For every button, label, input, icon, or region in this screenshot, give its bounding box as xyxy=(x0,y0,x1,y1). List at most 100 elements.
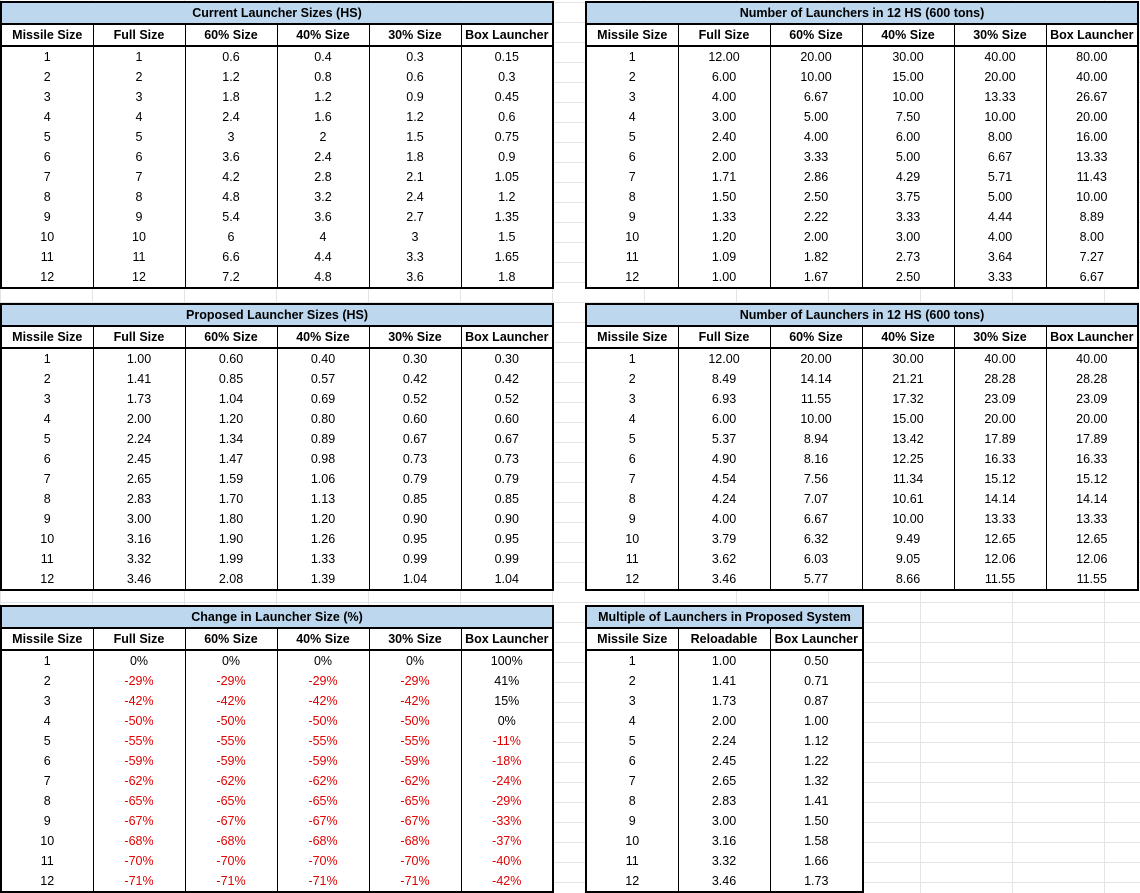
table-cell: 3 xyxy=(1,691,94,711)
table-cell: 4.00 xyxy=(954,227,1047,247)
table-cell: 6.93 xyxy=(678,389,771,409)
column-header: Full Size xyxy=(93,326,186,349)
table-cell: 8 xyxy=(93,187,186,207)
table-cell: 2.65 xyxy=(678,771,771,791)
table-cell: 5 xyxy=(586,429,679,449)
table-row: 10 3.16 1.58 xyxy=(586,831,863,851)
table-title: Current Launcher Sizes (HS) xyxy=(1,2,554,25)
table-cell: 0.69 xyxy=(277,389,370,409)
table-cell: 4 xyxy=(1,409,94,429)
table-cell: 5.4 xyxy=(185,207,278,227)
table-cell: 11 xyxy=(1,247,94,267)
table-cell: 0.67 xyxy=(369,429,462,449)
table-row: 1 12.00 20.00 30.00 40.00 40.00 xyxy=(586,348,1138,369)
column-header: 30% Size xyxy=(954,24,1047,47)
table-cell: 1 xyxy=(1,46,94,67)
table-row: 12 3.46 5.77 8.66 11.55 11.55 xyxy=(586,569,1138,590)
table-cell: 9 xyxy=(586,509,679,529)
table-cell: 1.90 xyxy=(185,529,278,549)
table-cell: 1.5 xyxy=(369,127,462,147)
table-cell: 11 xyxy=(586,549,679,569)
table-cell: 2 xyxy=(1,671,94,691)
table-row: 9 1.33 2.22 3.33 4.44 8.89 xyxy=(586,207,1138,227)
table-cell: 7 xyxy=(1,469,94,489)
table-row: 1 1 0.6 0.4 0.3 0.15 xyxy=(1,46,553,67)
table-cell: -71% xyxy=(185,871,278,892)
table-title: Multiple of Launchers in Proposed System xyxy=(586,606,864,629)
column-header: Missile Size xyxy=(1,628,94,651)
table-cell: 3.3 xyxy=(369,247,462,267)
table-cell: 6.67 xyxy=(954,147,1047,167)
table-cell: -40% xyxy=(492,853,522,868)
table-row: 2 8.49 14.14 21.21 28.28 28.28 xyxy=(586,369,1138,389)
table-title: Number of Launchers in 12 HS (600 tons) xyxy=(586,304,1139,327)
column-header: 30% Size xyxy=(954,326,1047,349)
table-cell: 3.00 xyxy=(678,107,771,127)
table-cell: 8.94 xyxy=(770,429,863,449)
table-cell: 0% xyxy=(497,713,516,728)
table-cell: 0.4 xyxy=(277,46,370,67)
table-cell: 6 xyxy=(1,751,94,771)
table-cell: 2.00 xyxy=(770,227,863,247)
table-cell: 1.8 xyxy=(369,147,462,167)
table-cell: 4 xyxy=(586,409,679,429)
table-cell: 2.24 xyxy=(93,429,186,449)
table-cell: 3.32 xyxy=(93,549,186,569)
table-cell: 0.57 xyxy=(277,369,370,389)
column-header: Reloadable xyxy=(678,628,771,651)
table-cell: 2.4 xyxy=(369,187,462,207)
column-header: Full Size xyxy=(93,628,186,651)
table-cell: 7.2 xyxy=(185,267,278,288)
table-cell: 0.50 xyxy=(804,653,829,668)
table-cell: 7.07 xyxy=(770,489,863,509)
table-cell: 6 xyxy=(586,147,679,167)
table-cell: -68% xyxy=(369,831,462,851)
table-cell: -67% xyxy=(277,811,370,831)
column-header: Box Launcher xyxy=(770,628,864,651)
table-cell: 4.2 xyxy=(185,167,278,187)
table-cell: 4.29 xyxy=(862,167,955,187)
table-cell: 4 xyxy=(277,227,370,247)
table-cell: 0.3 xyxy=(369,46,462,67)
table-row: 8 2.83 1.41 xyxy=(586,791,863,811)
table-cell: 0.85 xyxy=(494,491,519,506)
column-header: Box Launcher xyxy=(461,628,554,651)
table-cell: 7.56 xyxy=(770,469,863,489)
table-cell: 2.83 xyxy=(93,489,186,509)
table-cell: 1.05 xyxy=(494,169,519,184)
table-cell: -29% xyxy=(93,671,186,691)
table-row: 6 4.90 8.16 12.25 16.33 16.33 xyxy=(586,449,1138,469)
table-cell: 20.00 xyxy=(770,348,863,369)
column-header: 60% Size xyxy=(185,326,278,349)
table-cell: 0.95 xyxy=(369,529,462,549)
table-cell: 1.13 xyxy=(277,489,370,509)
table-cell: -55% xyxy=(185,731,278,751)
table-cell: 0.6 xyxy=(498,109,516,124)
column-header: Full Size xyxy=(678,24,771,47)
table-cell: 8.00 xyxy=(954,127,1047,147)
table-cell: 2.73 xyxy=(862,247,955,267)
table-row: 9 4.00 6.67 10.00 13.33 13.33 xyxy=(586,509,1138,529)
table-cell: 12 xyxy=(1,569,94,590)
table-cell: 8 xyxy=(1,489,94,509)
table-cell: 1.20 xyxy=(185,409,278,429)
table-cell: 1.99 xyxy=(185,549,278,569)
table-cell: 4 xyxy=(1,107,94,127)
table-cell: 4.00 xyxy=(770,127,863,147)
table-cell: 12.06 xyxy=(954,549,1047,569)
table-cell: 16.33 xyxy=(954,449,1047,469)
table-cell: 0.6 xyxy=(185,46,278,67)
table-cell: -71% xyxy=(93,871,186,892)
column-header: Missile Size xyxy=(1,326,94,349)
table-cell: 0.30 xyxy=(494,351,519,366)
table-cell: 5 xyxy=(93,127,186,147)
column-header: Box Launcher xyxy=(1046,24,1139,47)
table-cell: 8.66 xyxy=(862,569,955,590)
table-cell: 1.00 xyxy=(678,650,771,671)
table-cell: -70% xyxy=(369,851,462,871)
table-cell: 2.45 xyxy=(678,751,771,771)
table-cell: 3.75 xyxy=(862,187,955,207)
table-cell: 4.00 xyxy=(678,509,771,529)
table-cell: 17.89 xyxy=(954,429,1047,449)
table-row: 1 12.00 20.00 30.00 40.00 80.00 xyxy=(586,46,1138,67)
